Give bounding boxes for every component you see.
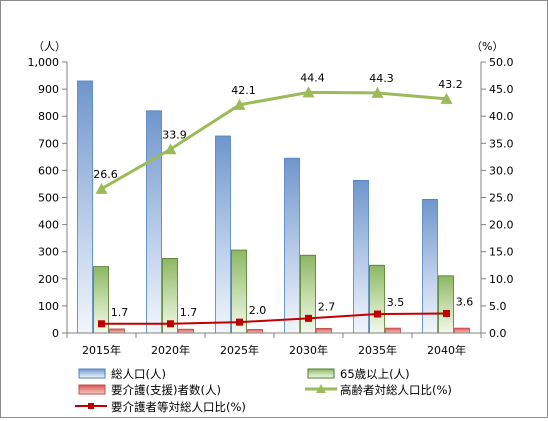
right-tick-label: 35.0 <box>489 137 514 150</box>
left-tick-label: 200 <box>38 273 59 286</box>
care-ratio-line <box>101 312 447 325</box>
right-tick-label: 15.0 <box>489 246 514 259</box>
right-tick-label: 25.0 <box>489 192 514 205</box>
bar-care-recipients <box>247 329 263 334</box>
bar-care-recipients <box>178 328 194 334</box>
right-tick-label: 5.0 <box>489 300 507 313</box>
left-tick-label: 0 <box>52 327 59 340</box>
right-tick-label: 0.0 <box>489 327 507 340</box>
legend: 総人口(人) 65歳以上(人) 要介護(支援)者数(人) 高齢者対総人口比(%)… <box>75 367 452 414</box>
bar-total-population <box>77 80 93 334</box>
care-ratio-marker <box>167 320 174 328</box>
legend-swatch-total <box>78 368 106 379</box>
care-ratio-data-label: 2.7 <box>318 300 336 313</box>
elderly-ratio-marker <box>95 182 108 194</box>
category-label: 2040年 <box>427 343 466 357</box>
line-series <box>95 86 453 328</box>
care-ratio-marker <box>305 314 312 322</box>
legend-label-elderly: 65歳以上(人) <box>340 367 410 381</box>
left-tick-label: 500 <box>38 192 59 205</box>
care-ratio-data-label: 2.0 <box>249 304 267 317</box>
legend-label-elderly-ratio: 高齢者対総人口比(%) <box>340 383 452 397</box>
left-tick-label: 600 <box>38 164 59 177</box>
care-ratio-marker <box>98 320 105 328</box>
right-axis-unit: （%） <box>471 40 503 53</box>
right-tick-label: 20.0 <box>489 219 514 232</box>
elderly-ratio-data-label: 26.6 <box>93 168 118 181</box>
left-tick-label: 800 <box>38 110 59 123</box>
care-ratio-data-label: 1.7 <box>111 306 129 319</box>
elderly-ratio-data-label: 42.1 <box>231 84 256 97</box>
left-tick-label: 700 <box>38 137 59 150</box>
bar-total-population <box>215 135 231 334</box>
elderly-ratio-data-label: 44.4 <box>300 71 325 84</box>
bar-elderly-65plus <box>369 264 385 334</box>
legend-label-care-ratio: 要介護者等対総人口比(%) <box>111 400 246 414</box>
care-ratio-data-label: 3.6 <box>456 295 474 308</box>
left-axis-unit: （人） <box>33 40 66 53</box>
bar-care-recipients <box>109 328 125 334</box>
legend-label-care: 要介護(支援)者数(人) <box>111 383 221 397</box>
bar-care-recipients <box>454 327 470 334</box>
left-axis-ticks: 0 100 200 300 400 500 600 700 800 900 1,000 <box>28 56 67 340</box>
left-tick-label: 300 <box>38 246 59 259</box>
right-tick-label: 30.0 <box>489 164 514 177</box>
category-label: 2035年 <box>358 343 397 357</box>
elderly-ratio-marker <box>164 143 177 155</box>
left-tick-label: 100 <box>38 300 59 313</box>
elderly-ratio-marker <box>302 86 315 98</box>
bar-elderly-65plus <box>438 275 454 334</box>
elderly-ratio-marker <box>233 98 246 110</box>
data-labels: 26.6 33.9 42.1 44.4 44.3 43.2 1.7 1.7 2.0 2.7 3.5 3… <box>93 71 473 318</box>
bar-total-population <box>146 110 162 334</box>
axes <box>66 62 482 338</box>
elderly-ratio-data-label: 43.2 <box>438 78 463 91</box>
right-tick-label: 10.0 <box>489 273 514 286</box>
bar-care-recipients <box>385 327 401 334</box>
care-ratio-data-label: 3.5 <box>387 296 405 309</box>
care-ratio-marker <box>374 310 381 318</box>
left-tick-label: 1,000 <box>28 56 60 69</box>
right-axis-ticks: 0.0 5.0 10.0 15.0 20.0 25.0 30.0 35.0 40.0 45.0 50… <box>481 56 514 340</box>
care-ratio-data-label: 1.7 <box>180 306 198 319</box>
category-label: 2030年 <box>289 343 328 357</box>
left-tick-label: 400 <box>38 219 59 232</box>
legend-marker-care-ratio <box>88 403 94 409</box>
legend-swatch-elderly <box>307 368 335 379</box>
right-tick-label: 45.0 <box>489 83 514 96</box>
bar-total-population <box>353 180 369 334</box>
left-tick-label: 900 <box>38 83 59 96</box>
bar-care-recipients <box>316 327 332 334</box>
legend-marker-elderly-ratio <box>316 384 326 393</box>
category-label: 2015年 <box>82 343 121 357</box>
bars <box>77 80 470 334</box>
care-ratio-marker <box>236 318 243 326</box>
right-tick-label: 50.0 <box>489 56 514 69</box>
elderly-ratio-data-label: 33.9 <box>162 128 187 141</box>
category-labels: 2015年 2020年 2025年 2030年 2035年 2040年 <box>82 343 466 357</box>
legend-label-total: 総人口(人) <box>111 367 166 381</box>
care-ratio-marker <box>443 309 450 317</box>
legend-swatch-care <box>78 384 106 395</box>
elderly-ratio-marker <box>371 86 384 98</box>
elderly-ratio-data-label: 44.3 <box>369 72 394 85</box>
right-tick-label: 40.0 <box>489 110 514 123</box>
bar-total-population <box>284 157 300 334</box>
elderly-ratio-marker <box>440 92 453 104</box>
category-label: 2020年 <box>151 343 190 357</box>
category-label: 2025年 <box>220 343 259 357</box>
elderly-ratio-line <box>100 90 447 191</box>
